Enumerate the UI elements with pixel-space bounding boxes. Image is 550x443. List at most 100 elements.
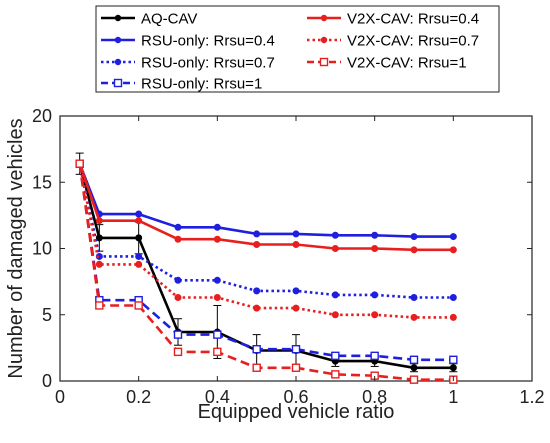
x-tick-label: 0	[55, 387, 65, 407]
data-point	[173, 347, 183, 357]
data-point	[174, 276, 182, 284]
data-point	[449, 313, 457, 321]
data-point	[75, 159, 84, 168]
series-line	[78, 163, 454, 362]
data-point	[174, 294, 182, 302]
legend-item: V2X-CAV: Rrsu=1	[307, 55, 467, 72]
legend-label: V2X-CAV: Rrsu=1	[347, 55, 467, 72]
data-point	[409, 375, 419, 384]
data-point	[135, 234, 143, 242]
legend-item: RSU-only: Rrsu=0.4	[101, 33, 275, 50]
legend-swatch-marker	[320, 14, 328, 22]
x-tick-label: 0.2	[126, 387, 151, 407]
data-point	[371, 231, 379, 239]
data-point	[449, 364, 457, 372]
x-tick-label: 0.8	[362, 387, 387, 407]
y-axis-label: Number of damaged vehicles	[5, 118, 27, 378]
legend-item: RSU-only: Rrsu=0.7	[101, 55, 275, 72]
data-point	[410, 294, 418, 302]
legend-label: RSU-only: Rrsu=0.4	[141, 33, 275, 50]
data-point	[410, 364, 418, 372]
legend-swatch-marker	[319, 57, 329, 67]
data-point	[410, 246, 418, 254]
data-point	[292, 287, 300, 295]
data-point	[135, 260, 143, 268]
legend-item: AQ-CAV	[101, 11, 197, 28]
data-point	[95, 301, 104, 310]
data-point	[174, 223, 182, 231]
data-point	[331, 311, 339, 319]
series-marks	[75, 152, 458, 384]
data-point	[135, 217, 143, 225]
legend: AQ-CAV RSU-only: Rrsu=0.4 RSU-only: Rrsu=0…	[95, 5, 500, 93]
x-axis-ticks: 0 0.2 0.4 0.6 0.8 1 1.2	[55, 116, 545, 407]
data-point	[292, 304, 300, 312]
data-point	[449, 355, 458, 364]
legend-item: RSU-only: Rrsu=1	[101, 76, 262, 93]
data-point	[331, 245, 339, 252]
data-point	[449, 294, 457, 302]
x-tick-label: 1.2	[519, 387, 544, 407]
data-point	[449, 233, 457, 241]
legend-label: V2X-CAV: Rrsu=0.7	[347, 33, 479, 50]
legend-item: V2X-CAV: Rrsu=0.7	[307, 33, 479, 50]
legend-swatch-marker	[114, 36, 122, 44]
series-line	[78, 163, 454, 299]
x-tick-label: 0.6	[283, 387, 308, 407]
series-6	[75, 159, 458, 384]
series-2	[76, 160, 457, 302]
series-1	[76, 160, 457, 241]
legend-label: RSU-only: Rrsu=1	[141, 76, 262, 93]
y-tick-label: 10	[32, 239, 52, 259]
data-point	[173, 330, 183, 339]
series-line	[78, 163, 454, 319]
data-point	[252, 345, 261, 354]
data-point	[292, 241, 300, 249]
x-axis-label: Equipped vehicle ratio	[198, 401, 395, 423]
data-point	[135, 252, 143, 260]
series-line	[78, 163, 454, 238]
plot-area	[59, 115, 533, 384]
series-4	[76, 160, 457, 254]
data-point	[331, 370, 340, 379]
data-point	[331, 231, 339, 239]
y-tick-label: 5	[42, 305, 52, 325]
legend-label: RSU-only: Rrsu=0.7	[141, 55, 275, 72]
legend-swatch-marker	[113, 78, 123, 88]
legend-label: V2X-CAV: Rrsu=0.4	[347, 11, 479, 28]
data-point	[95, 260, 103, 268]
data-point	[291, 345, 301, 354]
y-tick-label: 20	[32, 106, 52, 126]
data-point	[371, 245, 379, 252]
data-point	[213, 223, 221, 231]
data-point	[370, 351, 379, 361]
data-point	[95, 234, 103, 242]
x-tick-label: 0.4	[205, 387, 230, 407]
data-point	[410, 233, 418, 241]
data-point	[95, 217, 103, 225]
data-point	[213, 235, 221, 243]
data-point	[371, 311, 379, 319]
data-point	[174, 235, 182, 243]
data-point	[135, 210, 143, 218]
y-axis-ticks: 0 5 10 15 20	[32, 106, 532, 391]
data-point	[292, 230, 300, 238]
data-point	[331, 351, 340, 361]
data-point	[371, 291, 379, 299]
data-point	[213, 294, 221, 302]
data-point	[213, 330, 222, 339]
data-point	[213, 347, 222, 357]
data-point	[291, 363, 301, 372]
legend-label: AQ-CAV	[141, 11, 197, 28]
data-point	[331, 291, 339, 299]
data-point	[213, 276, 221, 284]
y-tick-label: 15	[32, 172, 52, 192]
data-point	[134, 301, 143, 310]
data-point	[253, 241, 261, 249]
series-line	[78, 163, 454, 382]
data-point	[409, 355, 419, 364]
data-point	[253, 230, 261, 238]
data-point	[253, 304, 261, 312]
series-3	[75, 159, 458, 364]
